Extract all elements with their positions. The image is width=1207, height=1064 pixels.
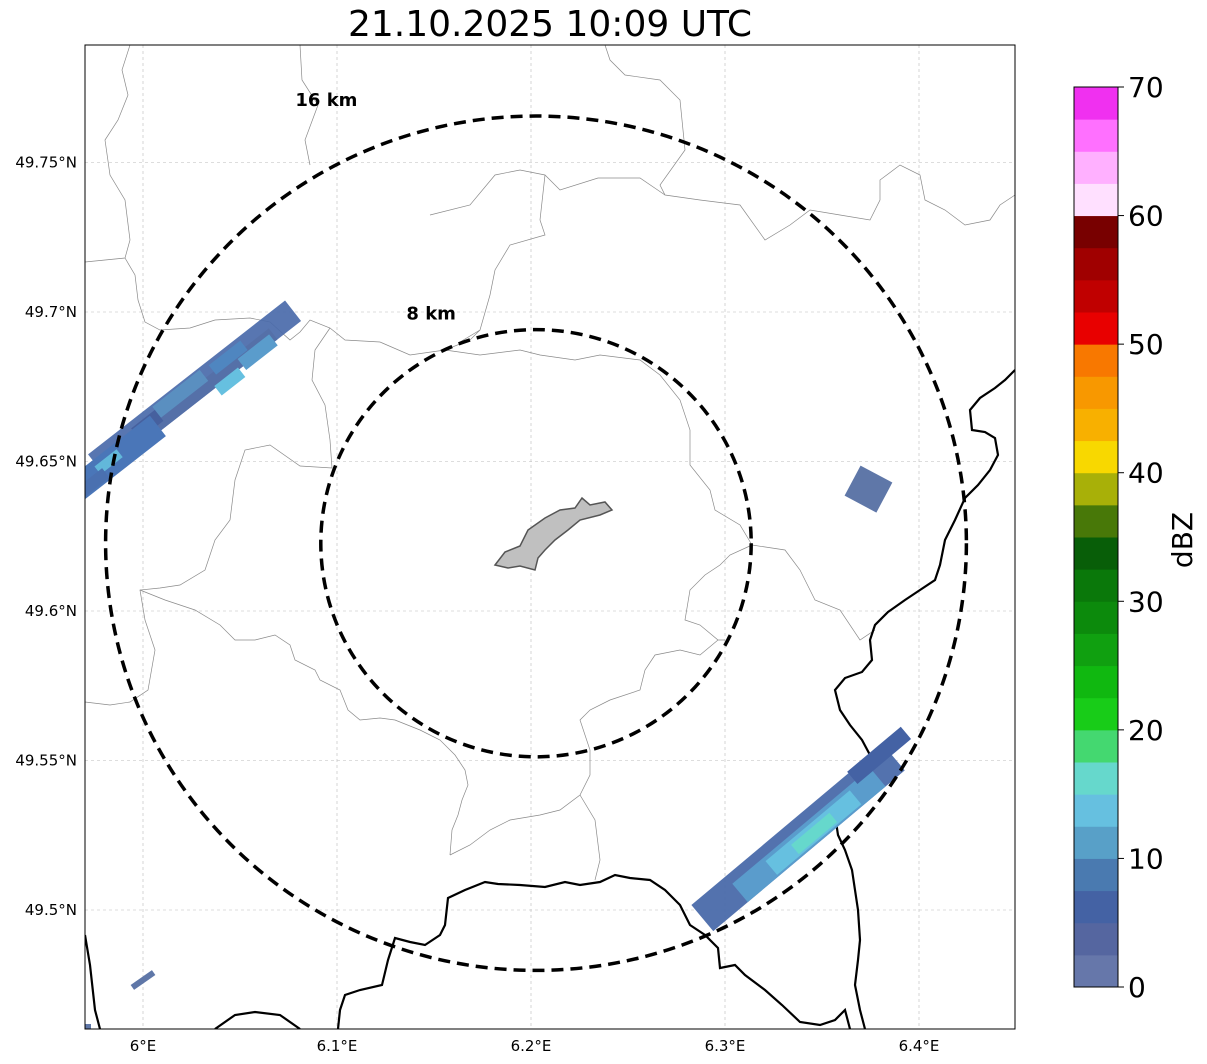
- colorbar-segment: [1074, 633, 1118, 667]
- lon-tick-label: 6°E: [130, 1037, 157, 1055]
- lon-tick-label: 6.3°E: [705, 1037, 746, 1055]
- colorbar-segment: [1074, 151, 1118, 184]
- colorbar-tick-label: 0: [1128, 971, 1146, 1004]
- lat-tick-label: 49.5°N: [25, 901, 77, 919]
- lat-tick-label: 49.7°N: [25, 303, 77, 321]
- colorbar-tick-label: 30: [1128, 585, 1164, 618]
- colorbar-segment: [1074, 119, 1118, 152]
- lat-tick-label: 49.6°N: [25, 602, 77, 620]
- colorbar-tick-label: 40: [1128, 457, 1164, 490]
- colorbar-segment: [1074, 922, 1118, 956]
- lon-tick-label: 6.1°E: [317, 1037, 358, 1055]
- range-ring: [319, 327, 753, 759]
- colorbar-segment: [1074, 440, 1118, 474]
- colorbar-tick-label: 50: [1128, 328, 1164, 361]
- range-ring-label: 8 km: [406, 304, 456, 325]
- colorbar-label: dBZ: [1166, 512, 1199, 568]
- colorbar-segment: [1074, 890, 1118, 924]
- colorbar-segment: [1074, 87, 1118, 120]
- colorbar-frame: [1073, 86, 1119, 988]
- colorbar: 0 10 20 30 40 50 60 70 dBZ: [1073, 71, 1199, 1004]
- range-ring-label: 16 km: [295, 90, 357, 111]
- national-border: [85, 369, 1015, 1029]
- colorbar-tick-label: 70: [1128, 71, 1164, 104]
- colorbar-segment: [1074, 472, 1118, 506]
- colorbar-segment: [1074, 312, 1118, 345]
- lon-tick-label: 6.4°E: [899, 1037, 940, 1055]
- range-ring: [103, 114, 969, 973]
- colorbar-segment: [1074, 504, 1118, 538]
- graticule: [85, 45, 1015, 1029]
- range-rings: 16 km 8 km: [103, 90, 969, 973]
- colorbar-segment: [1074, 376, 1118, 409]
- colorbar-segment: [1074, 408, 1118, 442]
- map-title: 21.10.2025 10:09 UTC: [347, 4, 753, 45]
- colorbar-segment: [1074, 954, 1118, 988]
- colorbar-segment: [1074, 569, 1118, 602]
- colorbar-segment: [1074, 215, 1118, 249]
- colorbar-segment: [1074, 762, 1118, 795]
- colorbar-segment: [1074, 537, 1118, 570]
- colorbar-segment: [1074, 826, 1118, 859]
- colorbar-segment: [1074, 183, 1118, 217]
- lat-tick-label: 49.55°N: [15, 752, 77, 770]
- colorbar-tick-label: 20: [1128, 714, 1164, 747]
- colorbar-tick-label: 60: [1128, 200, 1164, 233]
- colorbar-segment: [1074, 601, 1118, 634]
- city-outline: [493, 496, 614, 571]
- colorbar-segment: [1074, 729, 1118, 763]
- lat-tick-label: 49.75°N: [15, 154, 77, 172]
- colorbar-segment: [1074, 697, 1118, 731]
- map-frame: [84, 44, 1016, 1030]
- colorbar-segment: [1074, 858, 1118, 892]
- commune-boundaries: [85, 45, 1015, 881]
- colorbar-segment: [1074, 344, 1118, 377]
- colorbar-segment: [1074, 665, 1118, 699]
- colorbar-segment: [1074, 247, 1118, 281]
- colorbar-segment: [1074, 279, 1118, 313]
- lon-tick-label: 6.2°E: [511, 1037, 552, 1055]
- colorbar-tick-label: 10: [1128, 842, 1164, 875]
- lat-tick-label: 49.65°N: [15, 453, 77, 471]
- colorbar-segment: [1074, 794, 1118, 827]
